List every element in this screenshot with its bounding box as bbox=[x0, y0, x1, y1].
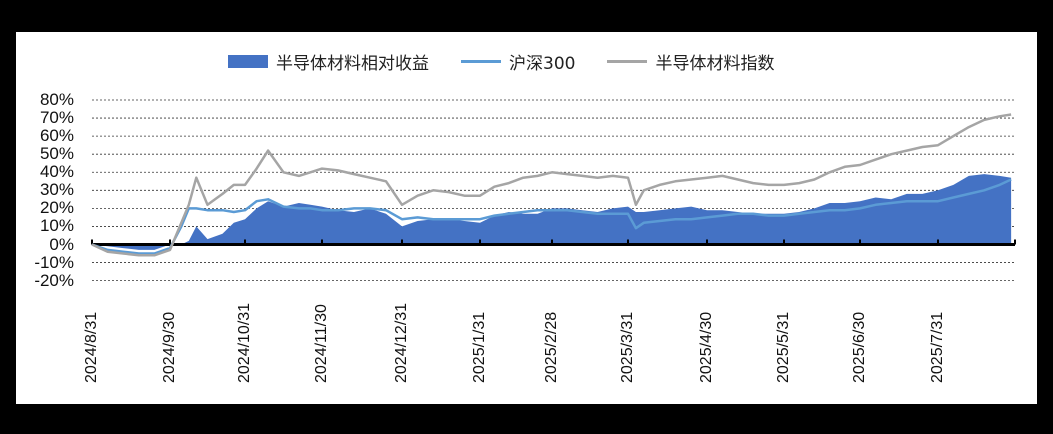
hs300-line bbox=[91, 178, 1012, 255]
y-tick-label: 10% bbox=[39, 216, 74, 236]
y-tick-label: -10% bbox=[34, 252, 74, 272]
x-tick-label: 2025/5/31 bbox=[775, 311, 792, 383]
y-tick-label: 40% bbox=[39, 162, 74, 182]
y-tick-label: 0% bbox=[49, 234, 74, 254]
x-tick-label: 2024/11/30 bbox=[313, 304, 330, 383]
y-tick-label: 30% bbox=[39, 180, 74, 200]
x-tick-label: 2025/7/31 bbox=[929, 311, 946, 383]
legend-item-hs300: 沪深300 bbox=[461, 49, 575, 74]
legend-label: 半导体材料相对收益 bbox=[276, 53, 429, 74]
legend-item-relative-return: 半导体材料相对收益 bbox=[228, 49, 429, 74]
x-tick-label: 2024/10/31 bbox=[236, 302, 253, 383]
x-tick-label: 2025/6/30 bbox=[851, 311, 868, 383]
x-tick-label: 2025/1/31 bbox=[471, 311, 488, 383]
x-tick-label: 2025/2/28 bbox=[543, 311, 560, 383]
legend-swatch-line bbox=[607, 59, 648, 63]
x-tick-label: 2024/8/31 bbox=[83, 311, 100, 383]
y-tick-label: -20% bbox=[34, 270, 74, 290]
x-tick-label: 2025/3/31 bbox=[619, 311, 636, 383]
x-tick-label: 2025/4/30 bbox=[698, 311, 715, 383]
legend-item-index: 半导体材料指数 bbox=[607, 49, 774, 74]
legend-label: 半导体材料指数 bbox=[655, 53, 775, 74]
x-axis-ticks bbox=[91, 239, 1016, 245]
x-tick-label: 2024/9/30 bbox=[161, 311, 178, 383]
y-tick-label: 60% bbox=[39, 126, 74, 146]
relative-return-area bbox=[92, 174, 1012, 250]
legend-label: 沪深300 bbox=[509, 53, 576, 74]
y-tick-label: 80% bbox=[39, 90, 74, 109]
x-tick-label: 2024/12/31 bbox=[393, 302, 410, 383]
semiconductor-index-line bbox=[91, 113, 1012, 257]
y-tick-label: 70% bbox=[39, 108, 74, 128]
legend-swatch-line bbox=[461, 59, 501, 63]
legend-swatch-area bbox=[228, 54, 268, 68]
chart-legend: 半导体材料相对收益 沪深300 半导体材料指数 bbox=[228, 49, 806, 74]
gridlines bbox=[92, 99, 1015, 282]
y-tick-label: 50% bbox=[39, 144, 74, 164]
y-tick-label: 20% bbox=[39, 198, 74, 218]
